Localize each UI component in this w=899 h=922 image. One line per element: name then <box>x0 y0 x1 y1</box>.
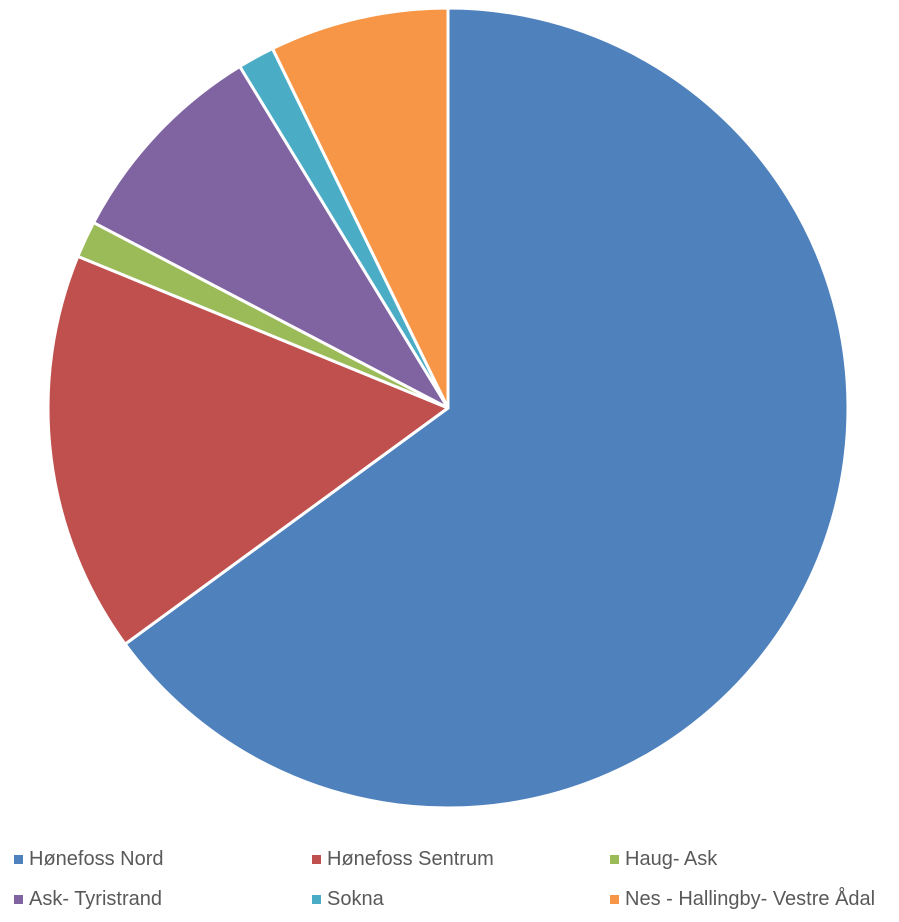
legend-label: Ask- Tyristrand <box>29 888 162 910</box>
legend-label: Hønefoss Nord <box>29 848 164 870</box>
legend: Hønefoss Nord Hønefoss Sentrum Haug- Ask As… <box>14 846 899 912</box>
legend-label: Haug- Ask <box>625 848 718 870</box>
pie-slice-1 <box>123 6 850 810</box>
legend-swatch <box>610 854 619 864</box>
legend-item: Hønefoss Nord <box>14 846 312 872</box>
pie-slice-6 <box>271 6 450 410</box>
pie-plot-area <box>46 6 850 810</box>
legend-swatch <box>14 894 23 904</box>
pie-slice-4 <box>92 64 450 410</box>
legend-item: Hønefoss Sentrum <box>312 846 610 872</box>
legend-label: Sokna <box>327 888 384 910</box>
legend-item: Sokna <box>312 886 610 912</box>
legend-label: Hønefoss Sentrum <box>327 848 494 870</box>
legend-label: Nes - Hallingby- Vestre Ådal <box>625 888 876 910</box>
pie-slice-2 <box>46 254 450 646</box>
legend-item: Nes - Hallingby- Vestre Ådal <box>610 886 899 912</box>
legend-item: Ask- Tyristrand <box>14 886 312 912</box>
legend-swatch <box>312 854 321 864</box>
legend-item: Haug- Ask <box>610 846 899 872</box>
legend-swatch <box>312 894 321 904</box>
legend-swatch <box>14 854 23 864</box>
legend-swatch <box>610 894 619 904</box>
